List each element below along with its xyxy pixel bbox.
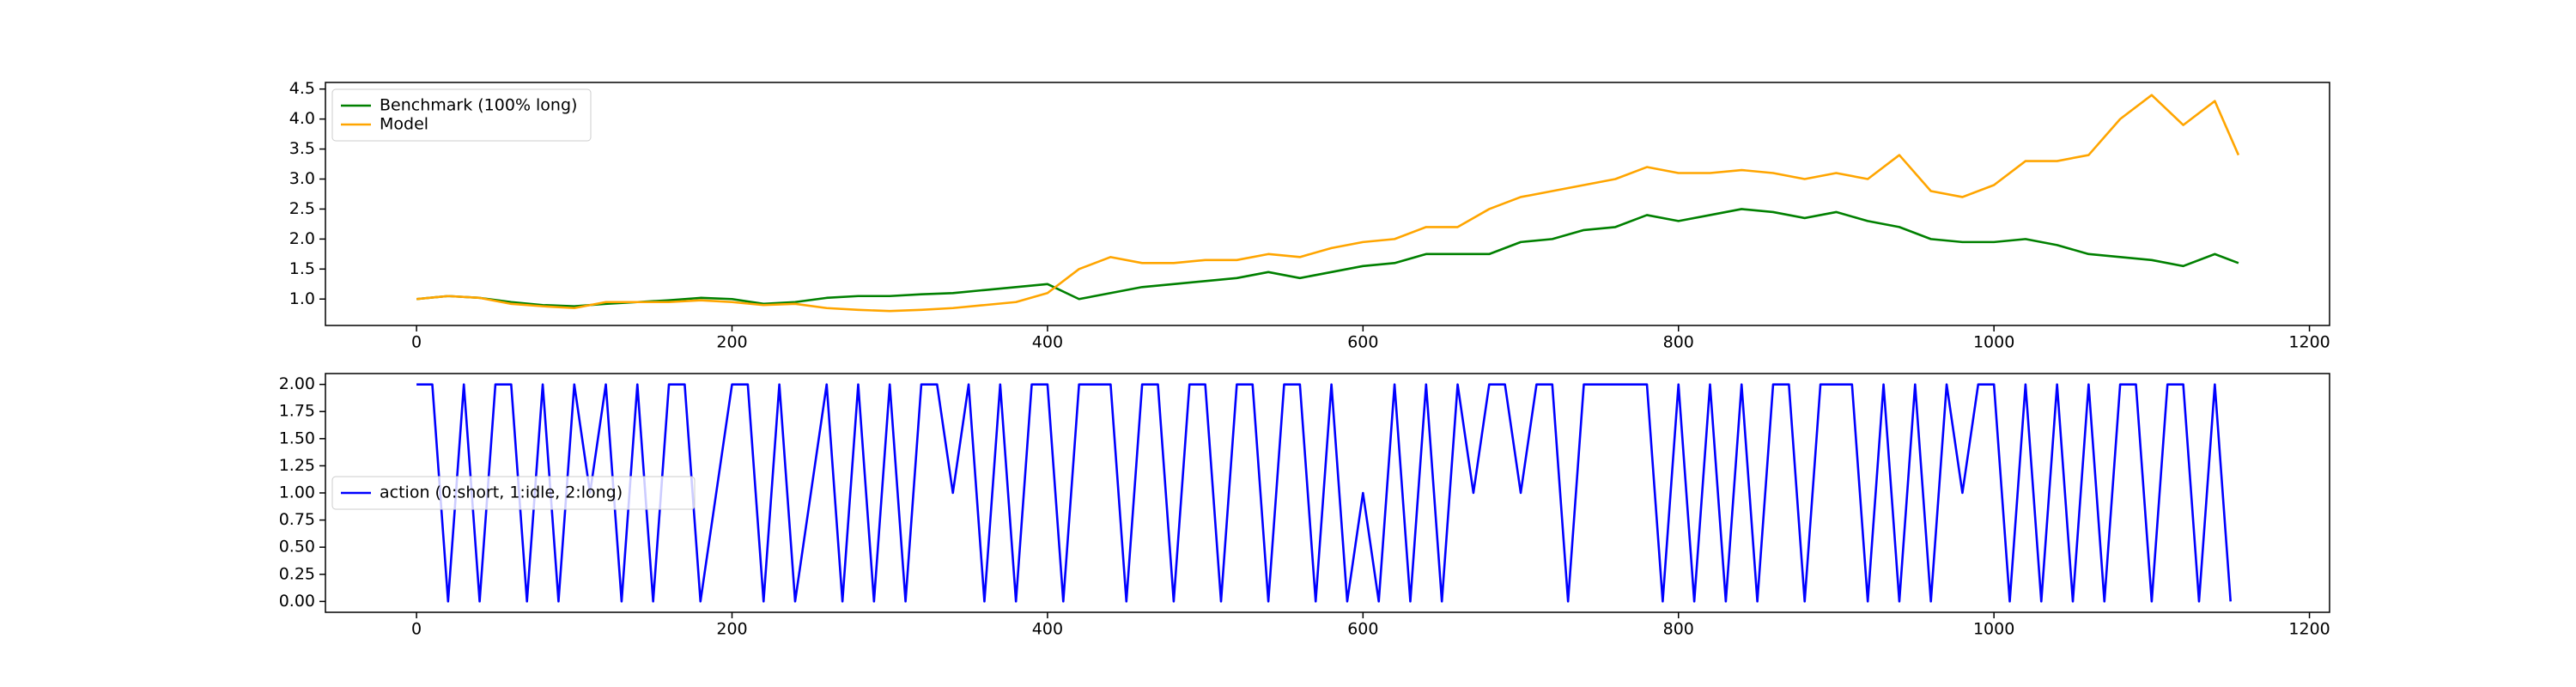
y-tick-label: 3.5 xyxy=(289,139,315,158)
x-tick-label: 800 xyxy=(1663,333,1694,352)
y-tick-label: 4.0 xyxy=(289,109,315,128)
x-tick-label: 1200 xyxy=(2288,620,2330,639)
data-line xyxy=(416,383,2233,603)
y-tick-label: 0.00 xyxy=(279,592,315,611)
y-tick-label: 1.5 xyxy=(289,259,315,278)
x-tick-label: 400 xyxy=(1032,333,1063,352)
y-tick-label: 0.50 xyxy=(279,538,315,556)
y-tick-label: 0.75 xyxy=(279,510,315,529)
x-tick-label: 600 xyxy=(1347,333,1378,352)
x-tick-label: 0 xyxy=(411,620,422,639)
y-tick-label: 2.00 xyxy=(279,374,315,393)
y-tick-label: 1.00 xyxy=(279,483,315,502)
x-tick-label: 0 xyxy=(411,333,422,352)
y-tick-label: 2.0 xyxy=(289,229,315,248)
legend-box xyxy=(331,476,696,510)
axes-frame xyxy=(325,82,2330,326)
x-tick-label: 1000 xyxy=(1973,620,2014,639)
x-tick-label: 600 xyxy=(1347,620,1378,639)
y-tick-label: 1.50 xyxy=(279,429,315,447)
data-line xyxy=(416,208,2239,307)
y-tick-label: 3.0 xyxy=(289,169,315,188)
legend-label: Model xyxy=(380,115,428,134)
y-tick-label: 1.0 xyxy=(289,289,315,308)
data-line xyxy=(416,94,2240,313)
y-tick-label: 0.25 xyxy=(279,564,315,583)
x-tick-label: 1200 xyxy=(2288,333,2330,352)
x-tick-label: 800 xyxy=(1663,620,1694,639)
x-tick-label: 400 xyxy=(1032,620,1063,639)
x-tick-label: 200 xyxy=(716,620,747,639)
y-tick-label: 4.5 xyxy=(289,79,315,98)
legend-box xyxy=(331,88,592,142)
legend-label: action (0:short, 1:idle, 2:long) xyxy=(380,483,623,502)
y-tick-label: 1.75 xyxy=(279,402,315,421)
x-tick-label: 200 xyxy=(716,333,747,352)
y-tick-label: 1.25 xyxy=(279,456,315,475)
legend-label: Benchmark (100% long) xyxy=(380,96,577,115)
x-tick-label: 1000 xyxy=(1973,333,2014,352)
y-tick-label: 2.5 xyxy=(289,199,315,218)
